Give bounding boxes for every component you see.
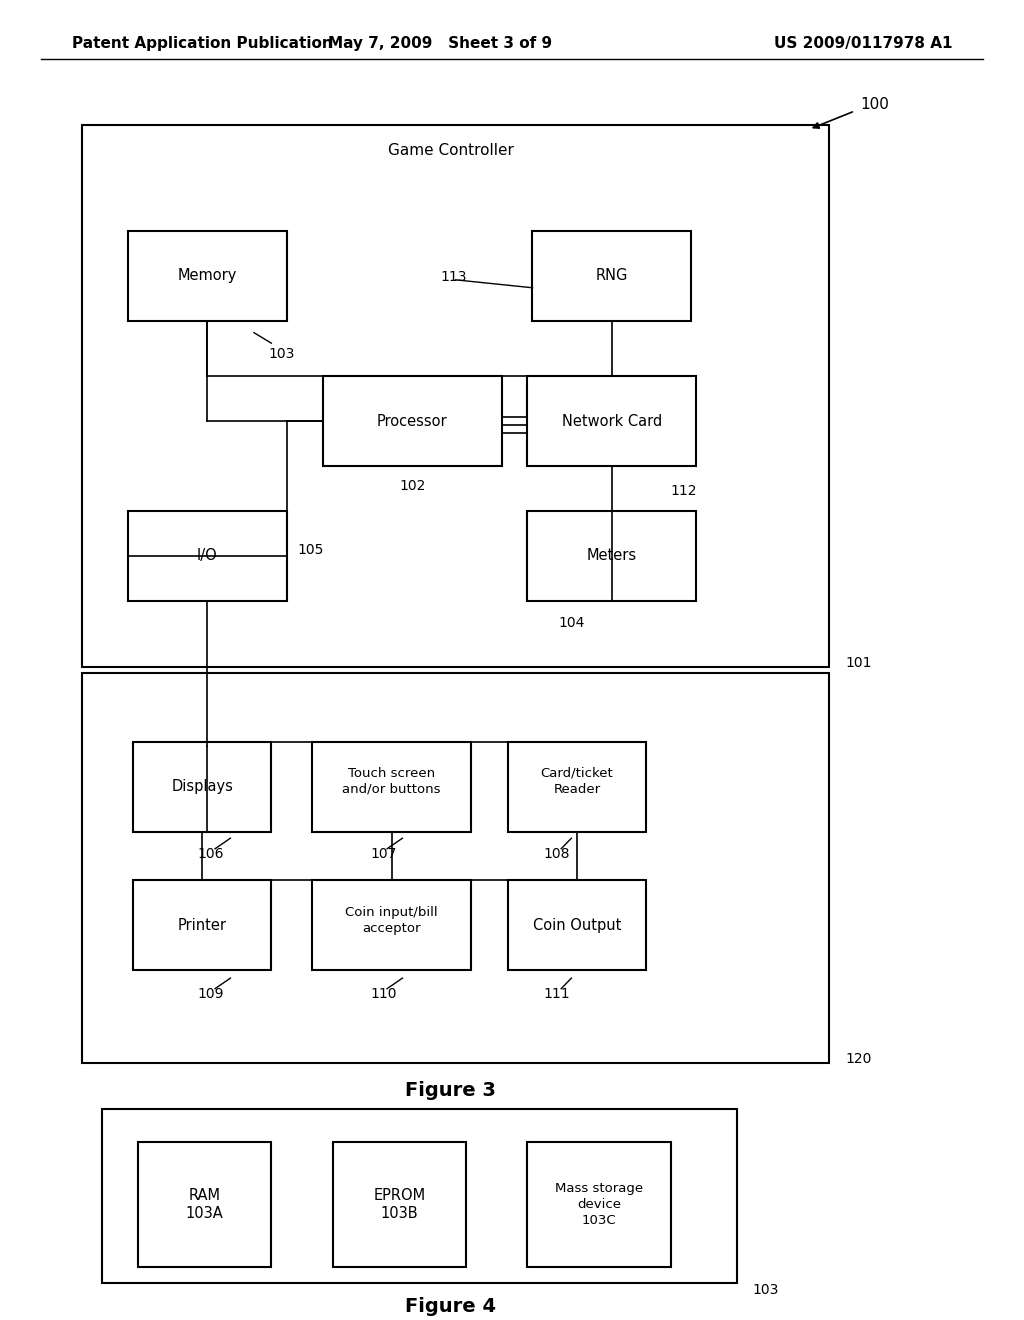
Text: Mass storage
device
103C: Mass storage device 103C — [555, 1181, 643, 1228]
Text: RAM
103A: RAM 103A — [186, 1188, 223, 1221]
Text: 113: 113 — [440, 271, 467, 284]
Text: Memory: Memory — [178, 268, 237, 284]
Text: Coin input/bill
acceptor: Coin input/bill acceptor — [345, 906, 438, 935]
Text: Network Card: Network Card — [562, 413, 662, 429]
Text: Displays: Displays — [171, 779, 233, 795]
Text: 107: 107 — [371, 847, 397, 862]
Text: Coin Output: Coin Output — [532, 917, 622, 933]
Text: US 2009/0117978 A1: US 2009/0117978 A1 — [774, 36, 952, 51]
Text: 106: 106 — [198, 847, 224, 862]
Text: Printer: Printer — [178, 917, 226, 933]
Text: Processor: Processor — [377, 413, 447, 429]
Text: RNG: RNG — [596, 268, 628, 284]
Text: 102: 102 — [399, 479, 426, 494]
Text: 111: 111 — [544, 987, 570, 1002]
Bar — [508, 880, 646, 970]
Text: Figure 3: Figure 3 — [406, 1081, 496, 1100]
Text: Touch screen
and/or buttons: Touch screen and/or buttons — [342, 767, 441, 796]
Bar — [128, 231, 287, 321]
Bar — [82, 673, 829, 1063]
Bar — [312, 880, 471, 970]
Bar — [82, 125, 829, 667]
Bar — [312, 742, 471, 832]
Text: 112: 112 — [671, 484, 697, 499]
Text: 109: 109 — [198, 987, 224, 1002]
Text: 100: 100 — [860, 96, 889, 112]
Bar — [133, 880, 271, 970]
Bar — [527, 376, 696, 466]
Bar — [133, 742, 271, 832]
Text: Figure 4: Figure 4 — [406, 1298, 496, 1316]
Bar — [128, 511, 287, 601]
Bar — [527, 1142, 671, 1267]
Bar — [527, 511, 696, 601]
Text: Card/ticket
Reader: Card/ticket Reader — [541, 767, 613, 796]
Text: 110: 110 — [371, 987, 397, 1002]
Text: 101: 101 — [846, 656, 872, 669]
Text: EPROM
103B: EPROM 103B — [374, 1188, 425, 1221]
Text: 104: 104 — [558, 616, 585, 631]
Bar — [323, 376, 502, 466]
Text: Game Controller: Game Controller — [388, 143, 513, 158]
Text: Meters: Meters — [587, 548, 637, 564]
Text: 108: 108 — [544, 847, 570, 862]
Text: May 7, 2009   Sheet 3 of 9: May 7, 2009 Sheet 3 of 9 — [329, 36, 552, 51]
Bar — [333, 1142, 466, 1267]
Text: 120: 120 — [846, 1052, 872, 1065]
Text: 105: 105 — [297, 544, 324, 557]
Bar — [532, 231, 691, 321]
Text: I/O: I/O — [197, 548, 218, 564]
Text: 103: 103 — [753, 1283, 779, 1298]
Bar — [138, 1142, 271, 1267]
Text: 103: 103 — [268, 347, 295, 362]
Bar — [508, 742, 646, 832]
Bar — [102, 1109, 737, 1283]
Text: Patent Application Publication: Patent Application Publication — [72, 36, 333, 51]
